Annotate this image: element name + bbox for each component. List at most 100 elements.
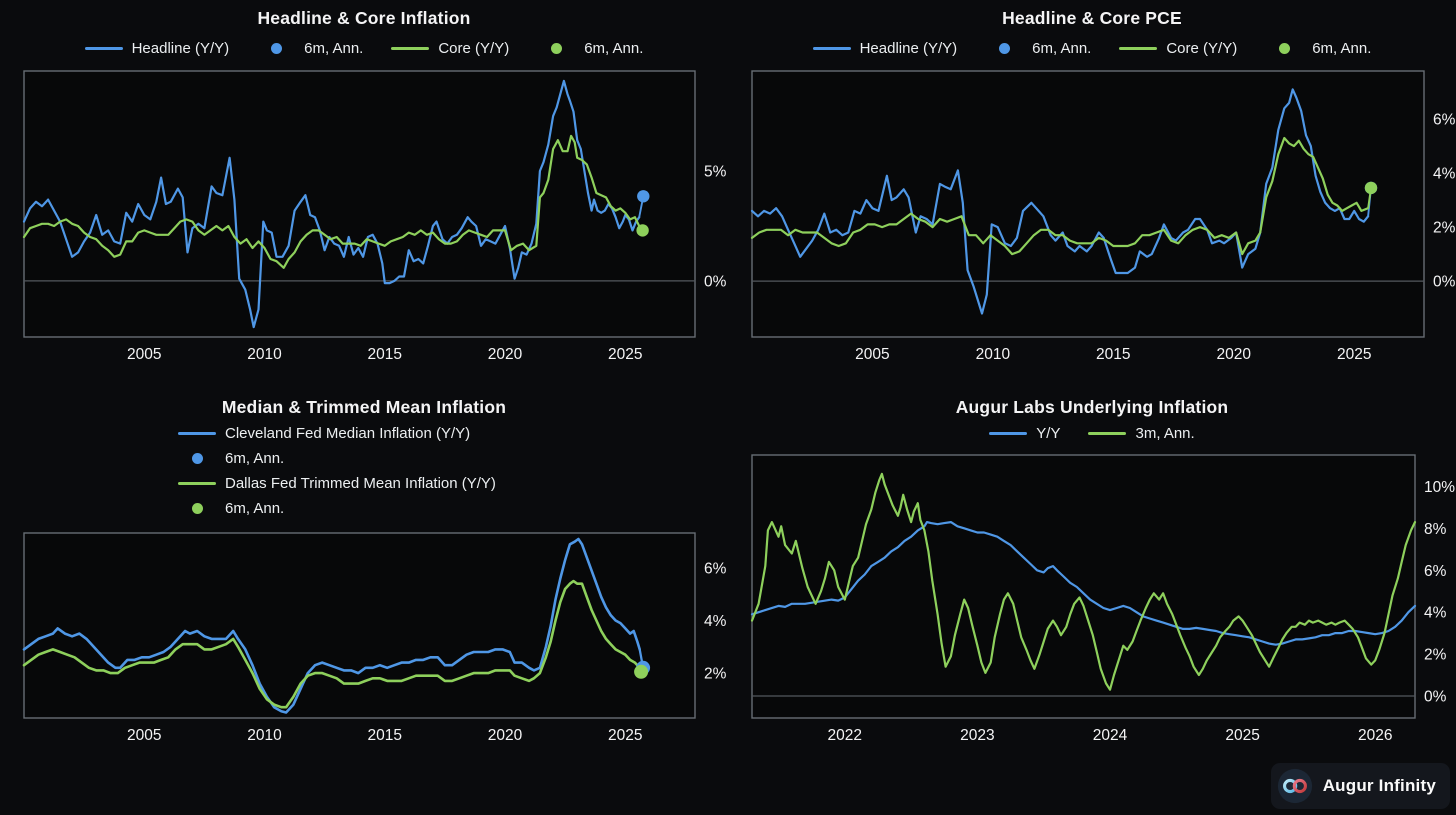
chart-card-headline-core-inflation: Headline & Core Inflation Headline (Y/Y)… — [0, 0, 728, 385]
legend-dot-marker — [985, 43, 1023, 54]
legend-dot-marker — [178, 453, 216, 464]
legend-label: Core (Y/Y) — [438, 40, 510, 57]
y-tick-label: 0% — [1424, 689, 1447, 706]
chart-legend: Headline (Y/Y) 6m, Ann. Core (Y/Y) 6m, Ann. — [728, 40, 1456, 57]
plot-border — [751, 454, 1416, 719]
series-line-headline-y-y — [750, 88, 1370, 315]
legend-item-6m-ann[interactable]: 6m, Ann. — [537, 40, 643, 57]
series-line-y-y — [750, 521, 1417, 646]
dot-swatch-green — [1278, 43, 1290, 54]
x-tick-label: 2020 — [488, 727, 523, 744]
line-swatch-green — [178, 482, 216, 485]
dot-swatch-blue — [191, 453, 203, 464]
chart-plot: 6% 4% 2% 2005 2010 2015 2020 2025 — [22, 532, 727, 744]
legend-label: Cleveland Fed Median Inflation (Y/Y) — [225, 425, 471, 442]
legend-item-headline-y-y[interactable]: Headline (Y/Y) — [812, 40, 958, 57]
y-tick-label: 6% — [1433, 112, 1456, 129]
plot-border — [23, 70, 696, 338]
brand-badge[interactable]: Augur Infinity — [1270, 763, 1450, 809]
legend-label: Headline (Y/Y) — [859, 40, 958, 57]
chart-card-augur-labs-underlying-inflation: Augur Labs Underlying Inflation Y/Y 3m, A… — [728, 385, 1456, 815]
y-tick-label: 4% — [1433, 166, 1456, 183]
chart-plot: 5% 0% 2005 2010 2015 2020 2025 — [22, 70, 727, 363]
x-tick-label: 2005 — [127, 727, 161, 744]
line-swatch-blue — [84, 47, 123, 50]
y-tick-label: 2% — [704, 666, 727, 683]
y-tick-label: 10% — [1424, 479, 1455, 496]
legend-line-marker — [812, 47, 851, 50]
legend-label: 6m, Ann. — [225, 500, 285, 517]
line-swatch-blue — [812, 47, 851, 50]
x-tick-label: 2023 — [960, 727, 994, 744]
series-end-dot-trimmed-mean-6m-ann — [634, 664, 649, 679]
legend-item-6m-ann[interactable]: 6m, Ann. — [178, 450, 284, 467]
legend-label: 6m, Ann. — [304, 40, 364, 57]
legend-label: Y/Y — [1036, 425, 1061, 442]
legend-item-3m-ann[interactable]: 3m, Ann. — [1088, 425, 1195, 442]
x-tick-label: 2020 — [1216, 346, 1251, 363]
x-tick-label: 2010 — [247, 346, 282, 363]
y-tick-label: 6% — [704, 561, 727, 578]
legend-line-marker — [1088, 432, 1127, 435]
series-end-dot-headline-6m-ann — [637, 190, 650, 203]
brand-name: Augur Infinity — [1322, 776, 1436, 795]
legend-line-marker — [1119, 47, 1158, 50]
series-line-headline-y-y — [22, 79, 641, 329]
y-tick-label: 4% — [1424, 605, 1447, 622]
y-tick-label: 5% — [704, 164, 727, 181]
y-tick-label: 0% — [704, 273, 727, 290]
chart-legend: Headline (Y/Y) 6m, Ann. Core (Y/Y) 6m, Ann. — [0, 40, 728, 57]
x-tick-label: 2005 — [127, 346, 161, 363]
legend-item-6m-ann[interactable]: 6m, Ann. — [985, 40, 1091, 57]
series-line-cleveland-fed-median-inflation-y-y — [22, 537, 642, 714]
legend-item-6m-ann[interactable]: 6m, Ann. — [178, 500, 284, 517]
legend-label: 3m, Ann. — [1135, 425, 1195, 442]
chart-title: Augur Labs Underlying Inflation — [955, 397, 1229, 417]
chart-legend: Cleveland Fed Median Inflation (Y/Y) 6m, … — [178, 425, 496, 517]
legend-item-y-y[interactable]: Y/Y — [989, 425, 1060, 442]
x-tick-label: 2025 — [608, 727, 642, 744]
legend-label: 6m, Ann. — [584, 40, 644, 57]
legend-item-headline-y-y[interactable]: Headline (Y/Y) — [84, 40, 229, 57]
legend-item-dallas-fed-trimmed-mean-inflation-y-y[interactable]: Dallas Fed Trimmed Mean Inflation (Y/Y) — [178, 475, 496, 492]
legend-item-6m-ann[interactable]: 6m, Ann. — [1265, 40, 1371, 57]
dot-swatch-blue — [270, 43, 282, 54]
series-end-dot-core-6m-ann — [636, 224, 649, 237]
legend-item-core-y-y[interactable]: Core (Y/Y) — [391, 40, 509, 57]
y-tick-label: 2% — [1433, 220, 1456, 237]
legend-label: 6m, Ann. — [1032, 40, 1092, 57]
line-swatch-blue — [989, 432, 1028, 435]
plot-border — [751, 70, 1425, 338]
dot-swatch-green — [550, 43, 562, 54]
x-tick-label: 2015 — [368, 346, 402, 363]
legend-dot-marker — [178, 503, 216, 514]
x-tick-label: 2020 — [488, 346, 523, 363]
chart-plot: 6% 4% 2% 0% 2005 2010 2015 2020 2025 — [750, 70, 1456, 363]
legend-line-marker — [989, 432, 1028, 435]
legend-line-marker — [391, 47, 430, 50]
legend-item-core-y-y[interactable]: Core (Y/Y) — [1119, 40, 1237, 57]
series-line-core-y-y — [750, 136, 1370, 256]
legend-item-6m-ann[interactable]: 6m, Ann. — [257, 40, 363, 57]
chart-title: Median & Trimmed Mean Inflation — [221, 397, 507, 417]
line-swatch-green — [1088, 432, 1127, 435]
plot-border — [23, 532, 696, 719]
series-end-dot-core-6m-ann — [1364, 181, 1378, 195]
legend-item-cleveland-fed-median-inflation-y-y[interactable]: Cleveland Fed Median Inflation (Y/Y) — [178, 425, 470, 442]
legend-dot-marker — [257, 43, 295, 54]
x-tick-label: 2015 — [1096, 346, 1130, 363]
line-swatch-blue — [178, 432, 216, 435]
legend-line-marker — [178, 432, 216, 435]
chart-title: Headline & Core PCE — [1002, 8, 1182, 28]
series-line-3m-ann — [750, 472, 1417, 691]
x-tick-label: 2025 — [1337, 346, 1371, 363]
line-swatch-green — [1119, 47, 1158, 50]
x-tick-label: 2005 — [855, 346, 889, 363]
infinity-icon — [1277, 768, 1312, 804]
x-tick-label: 2010 — [247, 727, 282, 744]
legend-line-marker — [84, 47, 123, 50]
line-swatch-green — [391, 47, 430, 50]
x-tick-label: 2022 — [828, 727, 862, 744]
x-tick-label: 2015 — [368, 727, 402, 744]
x-tick-label: 2026 — [1358, 727, 1392, 744]
